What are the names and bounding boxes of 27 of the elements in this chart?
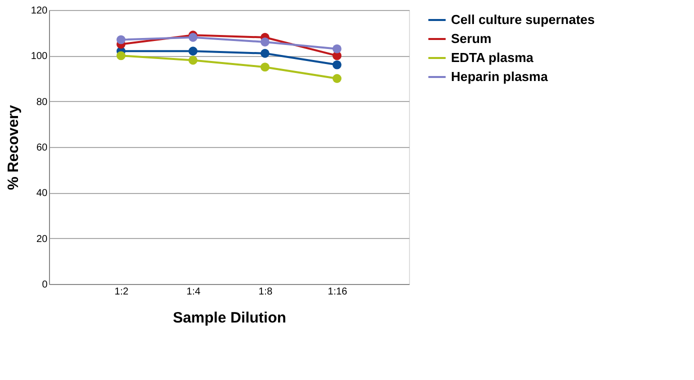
y-tick-label: 20 — [36, 234, 48, 245]
point — [332, 74, 342, 83]
x-tick-label: 1:16 — [328, 286, 348, 298]
point — [116, 35, 126, 44]
y-tick-label: 80 — [36, 96, 48, 108]
y-axis-title: % Recovery — [4, 104, 22, 190]
legend-label: Cell culture supernates — [451, 12, 595, 27]
point — [260, 38, 270, 46]
point — [332, 60, 342, 70]
x-axis-title: Sample Dilution — [172, 310, 286, 326]
x-tick-label: 1:8 — [258, 286, 273, 298]
point — [260, 62, 270, 72]
y-tick-label: 40 — [36, 188, 48, 200]
y-tick-label: 100 — [30, 51, 48, 62]
x-tick-label: 1:2 — [114, 286, 129, 298]
y-tick-label: 120 — [30, 6, 48, 16]
point — [188, 46, 198, 56]
point — [332, 44, 342, 54]
legend-label: Heparin plasma — [451, 69, 549, 84]
legend-label: EDTA plasma — [451, 50, 534, 65]
legend-label: Serum — [451, 31, 492, 46]
point — [116, 51, 126, 60]
x-tick-label: 1:4 — [186, 286, 201, 298]
point — [188, 56, 198, 65]
y-tick-label: 0 — [42, 280, 48, 290]
y-tick-label: 60 — [36, 142, 48, 154]
point — [260, 48, 270, 58]
